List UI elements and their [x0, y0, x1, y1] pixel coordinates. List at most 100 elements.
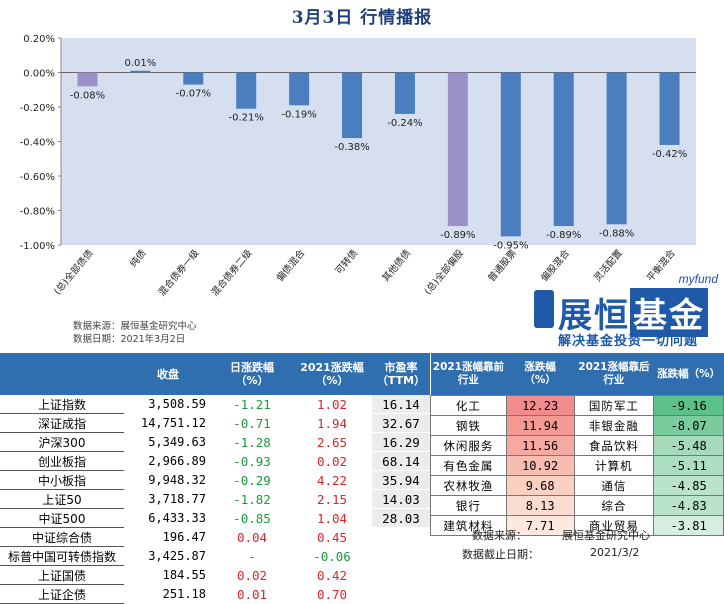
index-ytd-change: 0.42 — [316, 567, 348, 583]
industry-top-name: 有色金属 — [430, 455, 507, 476]
x-tick-label: 混合债券一级 — [156, 247, 202, 299]
industry-bottom-name: 非银金融 — [573, 415, 655, 436]
index-pe: 16.14 — [372, 395, 430, 414]
index-close: 184.55 — [162, 568, 206, 582]
index-close: 251.18 — [162, 587, 206, 601]
industry-bottom-name: 国防军工 — [573, 395, 655, 416]
index-close: 196.47 — [162, 530, 206, 544]
index-row: 上证指数 3,508.59 -1.21 1.02 16.14 — [0, 395, 430, 414]
industry-bottom-value: -9.16 — [653, 395, 724, 416]
industry-row: 农林牧渔 9.68 通信 -4.85 — [430, 475, 724, 496]
index-day-change: 0.01 — [236, 586, 268, 602]
industry-bottom-name: 计算机 — [573, 455, 655, 476]
industry-row: 银行 8.13 综合 -4.83 — [430, 495, 724, 516]
industry-header-cell: 涨跌幅 （%） — [506, 353, 575, 396]
index-name: 创业板指 — [0, 451, 124, 471]
index-day-change: -0.71 — [233, 415, 271, 431]
bar — [394, 72, 415, 114]
index-pe — [372, 527, 430, 547]
industry-top-value: 11.56 — [505, 435, 575, 456]
footer-date-label: 数据截止日期： — [462, 548, 539, 561]
index-ytd-change: 1.94 — [316, 415, 348, 431]
logo-brand-en: myfund — [678, 272, 718, 286]
brand-logo: myfund 展恒基金 解决基金投资一切问题 — [498, 270, 724, 350]
index-ytd-change: 1.02 — [316, 396, 348, 412]
index-close: 14,751.12 — [140, 416, 206, 430]
index-header-cell: 日涨跌幅 （%） — [212, 353, 292, 395]
index-name: 深证成指 — [0, 413, 124, 433]
index-name: 中证500 — [0, 508, 124, 528]
industry-row: 有色金属 10.92 计算机 -5.11 — [430, 455, 724, 476]
index-close: 2,966.89 — [148, 454, 206, 468]
index-close: 9,948.32 — [148, 473, 206, 487]
industry-bottom-name: 商业贸易 — [573, 515, 655, 536]
index-row: 上证企债 251.18 0.01 0.70 — [0, 584, 430, 604]
index-row: 沪深300 5,349.63 -1.28 2.65 16.29 — [0, 432, 430, 452]
index-name: 标普中国可转债指数 — [0, 546, 124, 566]
industry-top-value: 12.23 — [505, 395, 575, 416]
y-tick-label: -0.80% — [20, 207, 55, 218]
index-close: 5,349.63 — [148, 435, 206, 449]
index-pe — [372, 546, 430, 566]
page-title: 3月3日 行情播报 — [291, 8, 433, 28]
bar-chart: 0.20% 0.00% -0.20% -0.40% -0.60% -0.80% -1.00%… — [20, 34, 696, 299]
bar — [447, 72, 468, 227]
index-table-header: 收盘 日涨跌幅 （%） 2021涨跌幅 （%） 市盈率 （TTM） — [0, 353, 430, 395]
index-row: 创业板指 2,966.89 -0.93 0.02 68.14 — [0, 451, 430, 471]
industry-top-name: 休闲服务 — [430, 435, 507, 456]
index-close: 3,425.87 — [148, 549, 206, 563]
logo-brand-cn-2: 基金 — [630, 288, 708, 337]
x-tick-label: 可转债 — [333, 247, 361, 277]
data-label: -0.89% — [440, 230, 475, 241]
index-header-cell: 收盘 — [124, 353, 212, 395]
index-day-change: -1.82 — [233, 491, 271, 507]
bar — [606, 72, 627, 225]
index-name: 上证50 — [0, 489, 124, 509]
index-row: 深证成指 14,751.12 -0.71 1.94 32.67 — [0, 413, 430, 433]
industry-bottom-name: 通信 — [573, 475, 655, 496]
industry-table: 2021涨幅靠前 行业 涨跌幅 （%） 2021涨幅靠后 行业 涨跌幅（%） 化工 12… — [430, 353, 724, 536]
index-day-change: 0.04 — [236, 529, 268, 545]
data-label: -0.38% — [334, 142, 369, 153]
data-label: 0.01% — [124, 58, 156, 69]
logo-brand-cn-1: 展恒 — [558, 296, 630, 336]
index-ytd-change: 4.22 — [316, 472, 348, 488]
industry-row: 钢铁 11.94 非银金融 -8.07 — [430, 415, 724, 436]
index-row: 中小板指 9,948.32 -0.29 4.22 35.94 — [0, 470, 430, 490]
chart-date: 数据日期：2021年3月2日 — [73, 334, 186, 345]
data-label: -0.95% — [493, 240, 528, 251]
index-pe: 35.94 — [372, 470, 430, 490]
y-tick-label: -0.60% — [20, 172, 55, 183]
index-close: 6,433.33 — [148, 511, 206, 525]
index-row: 标普中国可转债指数 3,425.87 - -0.06 — [0, 546, 430, 566]
index-ytd-change: 2.15 — [316, 491, 348, 507]
bar — [130, 70, 151, 73]
index-ytd-change: 2.65 — [316, 434, 348, 450]
industry-top-name: 钢铁 — [430, 415, 507, 436]
industry-row: 化工 12.23 国防军工 -9.16 — [430, 395, 724, 416]
bar — [289, 72, 310, 106]
index-day-change: -0.93 — [233, 453, 271, 469]
industry-bottom-value: -5.11 — [653, 455, 724, 476]
index-ytd-change: 0.70 — [316, 586, 348, 602]
y-tick-label: -0.40% — [20, 138, 55, 149]
data-label: -0.19% — [281, 109, 316, 120]
industry-row: 建筑材料 7.71 商业贸易 -3.81 — [430, 515, 724, 536]
industry-bottom-value: -8.07 — [653, 415, 724, 436]
industry-bottom-value: -3.81 — [653, 515, 724, 536]
index-ytd-change: -0.06 — [313, 548, 351, 564]
chart-source: 数据来源：展恒基金研究中心 — [73, 321, 197, 332]
index-name: 上证国债 — [0, 565, 124, 585]
x-tick-label: 其他债债 — [380, 247, 414, 284]
index-day-change: -0.85 — [233, 510, 271, 526]
index-name: 中证综合债 — [0, 527, 124, 547]
index-pe: 14.03 — [372, 489, 430, 509]
industry-top-name: 银行 — [430, 495, 507, 516]
y-tick-label: -0.20% — [20, 103, 55, 114]
index-row: 中证500 6,433.33 -0.85 1.04 28.03 — [0, 508, 430, 528]
bar — [342, 72, 363, 139]
index-pe — [372, 584, 430, 604]
data-label: -0.08% — [70, 90, 105, 101]
x-tick-label: 偏债混合 — [274, 247, 308, 284]
bar — [183, 72, 204, 85]
